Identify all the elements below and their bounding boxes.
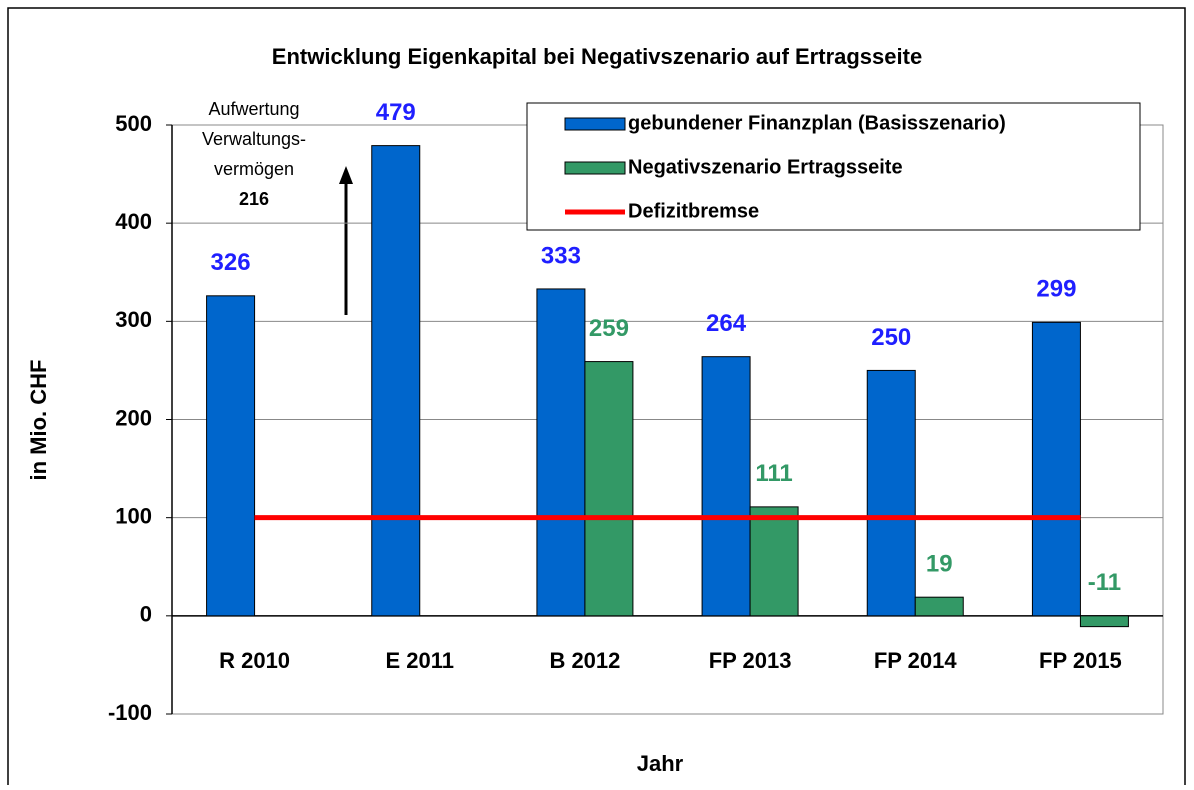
x-tick-label: B 2012 (549, 648, 620, 673)
legend-swatch (564, 117, 626, 131)
bar (206, 295, 256, 617)
data-label: 111 (755, 460, 792, 487)
x-tick-label: FP 2013 (709, 648, 792, 673)
annotation-value: 216 (239, 189, 269, 209)
data-label: 19 (926, 551, 953, 578)
annotation-text: Aufwertung (208, 99, 299, 119)
data-label: 299 (1036, 276, 1076, 303)
annotation-text: Verwaltungs- (202, 129, 306, 149)
y-tick-label: -100 (108, 700, 152, 725)
data-label: 259 (589, 315, 629, 342)
data-label: 479 (376, 99, 416, 126)
bar (1031, 321, 1081, 617)
y-tick-label: 0 (140, 602, 152, 627)
legend-label: Negativszenario Ertragsseite (628, 156, 903, 178)
data-label: 250 (871, 324, 911, 351)
bar (536, 288, 586, 617)
data-label: 333 (541, 242, 581, 269)
legend-swatch (564, 161, 626, 175)
y-tick-label: 500 (115, 111, 152, 136)
legend (526, 102, 1141, 231)
legend-label: Defizitbremse (628, 200, 759, 222)
bar (371, 145, 421, 617)
annotation-arrowhead (339, 166, 353, 184)
y-axis-label: in Mio. CHF (26, 360, 51, 481)
data-label: -11 (1088, 569, 1121, 596)
chart-title: Entwicklung Eigenkapital bei Negativszen… (272, 44, 922, 69)
data-label: 264 (706, 310, 747, 337)
x-tick-label: E 2011 (385, 648, 454, 673)
bar (1079, 615, 1129, 628)
bar (701, 356, 751, 617)
y-tick-label: 200 (115, 405, 152, 430)
bar (914, 596, 964, 617)
bar (584, 361, 634, 617)
bar (866, 369, 916, 617)
data-label: 326 (211, 249, 251, 276)
y-tick-label: 100 (115, 503, 152, 528)
annotation-text: vermögen (214, 159, 294, 179)
bar (749, 506, 799, 617)
y-tick-label: 400 (115, 209, 152, 234)
legend-label: gebundener Finanzplan (Basisszenario) (628, 112, 1006, 134)
y-tick-label: 300 (115, 307, 152, 332)
x-tick-label: FP 2015 (1039, 648, 1122, 673)
x-tick-label: R 2010 (219, 648, 290, 673)
x-tick-label: FP 2014 (874, 648, 958, 673)
x-axis-label: Jahr (637, 751, 684, 776)
